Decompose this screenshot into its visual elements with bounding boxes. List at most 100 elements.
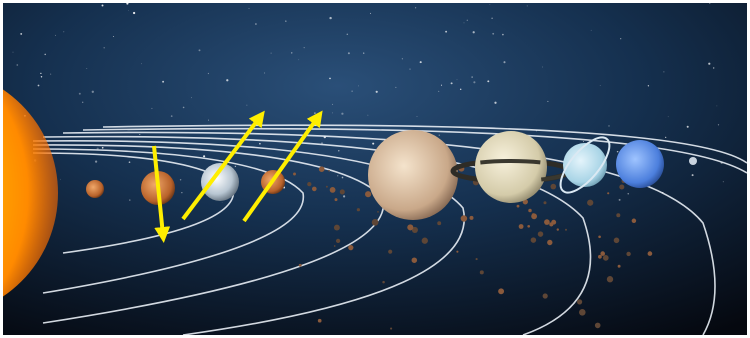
star	[691, 174, 694, 177]
asteroid	[631, 218, 637, 224]
star	[94, 160, 98, 163]
star	[618, 198, 621, 201]
asteroid	[528, 208, 532, 213]
asteroid	[390, 327, 393, 330]
star	[191, 97, 192, 99]
star	[139, 133, 141, 136]
asteroid	[598, 254, 602, 259]
star	[179, 179, 182, 181]
solar-system-image	[3, 3, 747, 335]
star	[647, 85, 650, 87]
star	[419, 61, 422, 64]
star	[489, 4, 491, 5]
star	[665, 136, 667, 139]
star	[314, 112, 316, 114]
jupiter-icon	[368, 130, 458, 220]
asteroid	[475, 258, 478, 261]
star	[473, 81, 476, 84]
asteroid	[647, 251, 653, 256]
star	[438, 90, 440, 92]
sun-icon	[3, 89, 58, 297]
star	[248, 8, 250, 9]
star	[112, 35, 115, 38]
asteroid	[619, 184, 625, 190]
asteroid	[617, 264, 621, 268]
star	[363, 52, 365, 54]
star	[198, 49, 201, 52]
star	[620, 38, 622, 40]
star	[367, 114, 369, 116]
star	[346, 33, 349, 36]
star	[341, 112, 344, 115]
star	[686, 125, 689, 128]
star	[401, 58, 404, 60]
star	[416, 115, 418, 117]
asteroid	[382, 280, 385, 284]
star	[162, 80, 165, 83]
star	[395, 86, 397, 88]
asteroid	[293, 172, 296, 176]
asteroid	[594, 322, 601, 329]
asteroid	[335, 238, 341, 244]
asteroid	[606, 276, 614, 283]
star	[82, 101, 84, 103]
star	[40, 72, 42, 75]
asteroid	[329, 187, 336, 193]
star	[246, 104, 248, 106]
star	[303, 46, 305, 49]
star	[445, 30, 448, 33]
asteroid	[411, 257, 418, 263]
star	[440, 84, 443, 86]
asteroid	[348, 244, 354, 251]
uranus-icon	[559, 136, 611, 194]
star	[438, 134, 441, 136]
star	[44, 53, 46, 56]
star	[471, 76, 473, 78]
asteroid	[607, 192, 610, 195]
asteroid	[365, 191, 372, 198]
star	[259, 142, 261, 145]
asteroid	[334, 198, 338, 202]
star	[128, 161, 131, 164]
asteroid	[377, 211, 379, 213]
asteroid	[421, 237, 428, 244]
star	[103, 47, 105, 49]
star	[86, 68, 88, 69]
star	[101, 4, 104, 7]
asteroid	[498, 288, 505, 295]
asteroid	[307, 181, 312, 187]
star	[132, 11, 136, 15]
star	[270, 52, 272, 54]
star	[291, 52, 293, 54]
star	[129, 199, 131, 201]
asteroid	[371, 219, 379, 226]
asteroid	[518, 224, 524, 229]
star	[341, 176, 344, 179]
asteroid	[460, 215, 468, 222]
star	[126, 3, 129, 5]
star	[338, 150, 340, 152]
star	[487, 80, 490, 83]
star	[582, 141, 584, 143]
star	[207, 72, 209, 75]
asteroid	[479, 270, 484, 275]
star	[329, 16, 332, 20]
star	[37, 84, 40, 87]
asteroid	[587, 199, 594, 206]
star	[492, 32, 495, 35]
star	[332, 103, 334, 105]
star	[351, 90, 353, 92]
arrow-down	[152, 145, 171, 243]
asteroid	[616, 213, 621, 218]
star	[526, 5, 528, 7]
star	[450, 82, 453, 85]
star	[337, 175, 339, 177]
star	[466, 19, 468, 21]
solar-system-svg	[3, 3, 747, 335]
asteroid	[333, 245, 336, 247]
star	[63, 31, 65, 33]
star	[141, 63, 142, 65]
asteroid	[388, 249, 393, 254]
star	[663, 71, 665, 73]
orbit-7	[82, 127, 747, 174]
